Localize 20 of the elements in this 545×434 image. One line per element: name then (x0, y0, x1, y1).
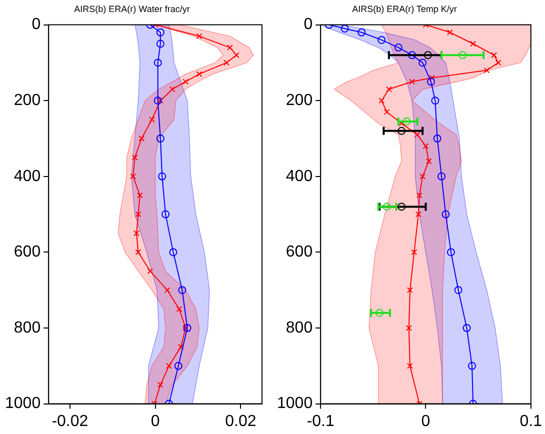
y-tick-label: 400 (14, 168, 41, 185)
y-tick-label: 800 (14, 319, 41, 336)
y-tick-label: 200 (14, 92, 41, 110)
y-tick-label: 800 (286, 319, 313, 336)
x-tick-label: 0 (150, 412, 160, 430)
y-tick-label: 1000 (5, 395, 41, 412)
y-tick-label: 200 (286, 92, 313, 110)
y-tick-label: 600 (14, 244, 41, 261)
x-tick-label: 0.02 (225, 412, 256, 430)
y-tick-label: 600 (286, 244, 313, 261)
x-tick-label: -0.02 (52, 412, 88, 430)
chart-title: AIRS(b) ERA(r) Water frac/yr (74, 4, 190, 14)
x-tick-label: 0.1 (520, 412, 542, 430)
y-tick-label: 1000 (277, 395, 313, 412)
chart-title: AIRS(b) ERA(r) Temp K/yr (352, 4, 457, 14)
x-tick-label: -0.1 (306, 412, 334, 430)
y-tick-label: 0 (304, 16, 313, 34)
y-tick-label: 400 (286, 168, 313, 185)
y-tick-label: 0 (32, 16, 41, 34)
x-tick-label: 0 (421, 412, 430, 430)
